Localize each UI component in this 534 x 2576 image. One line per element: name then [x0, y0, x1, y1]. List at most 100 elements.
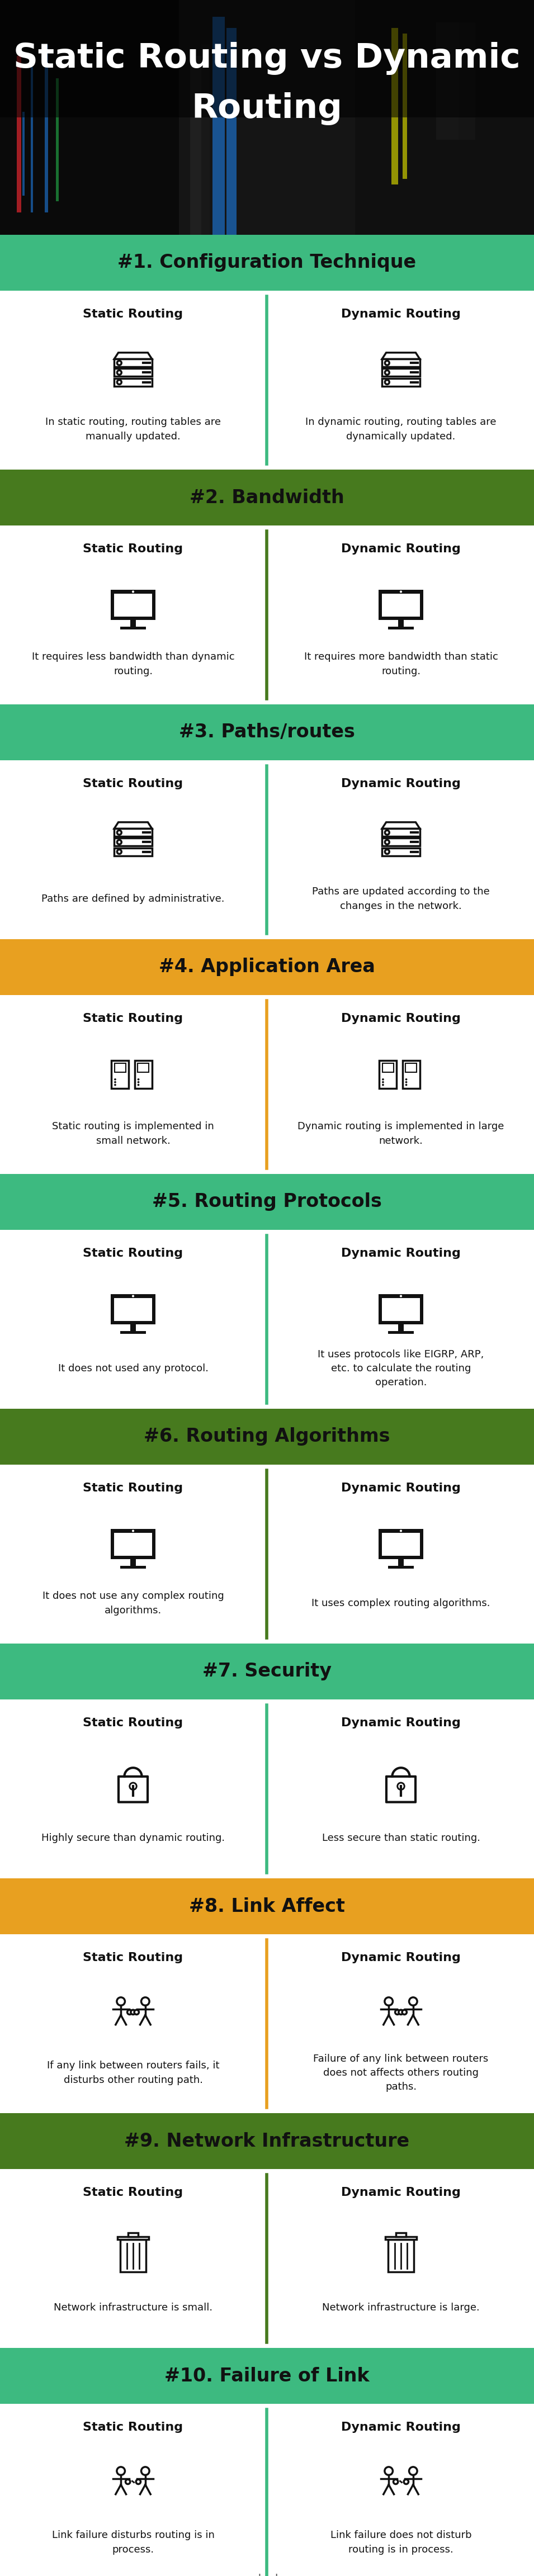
Text: #5. Routing Protocols: #5. Routing Protocols	[152, 1193, 382, 1211]
Circle shape	[117, 361, 121, 366]
Bar	[112, 1061, 129, 1087]
Circle shape	[384, 2468, 393, 2476]
Circle shape	[409, 2468, 417, 2476]
Text: Dynamic Routing: Dynamic Routing	[341, 1247, 461, 1260]
Text: It requires more bandwidth than static
routing.: It requires more bandwidth than static r…	[304, 652, 498, 675]
Text: #9. Network Infrastructure: #9. Network Infrastructure	[124, 2133, 410, 2151]
Bar	[120, 626, 146, 629]
Bar	[379, 1293, 423, 1324]
Circle shape	[141, 2468, 150, 2476]
Text: It does not used any protocol.: It does not used any protocol.	[58, 1363, 208, 1373]
Circle shape	[125, 2481, 130, 2483]
Circle shape	[385, 840, 389, 845]
Text: Static Routing: Static Routing	[83, 1247, 183, 1260]
Polygon shape	[382, 822, 420, 829]
Bar	[17, 57, 21, 211]
Bar	[120, 2239, 146, 2272]
Text: Static Routing vs Dynamic: Static Routing vs Dynamic	[13, 41, 520, 75]
Text: #7. Security: #7. Security	[202, 1662, 331, 1680]
Bar	[0, 1175, 534, 1229]
Circle shape	[385, 850, 389, 853]
Bar	[0, 940, 534, 994]
Text: Dynamic Routing: Dynamic Routing	[341, 778, 461, 788]
Bar	[436, 23, 459, 139]
Bar	[0, 760, 534, 940]
Bar	[130, 621, 136, 626]
Bar	[130, 1558, 136, 1566]
Text: Network infrastructure is large.: Network infrastructure is large.	[322, 2303, 480, 2313]
Bar	[382, 1298, 420, 1321]
Bar	[114, 1064, 125, 1072]
Bar	[0, 0, 534, 234]
Bar	[388, 2239, 414, 2272]
Bar	[388, 626, 414, 629]
Text: Dynamic routing is implemented in large
network.: Dynamic routing is implemented in large …	[297, 1121, 504, 1146]
Text: Dynamic Routing: Dynamic Routing	[341, 2187, 461, 2197]
Polygon shape	[382, 353, 420, 358]
Bar	[0, 1229, 534, 1409]
Bar	[114, 358, 152, 366]
Circle shape	[395, 2009, 400, 2014]
Bar	[382, 358, 420, 366]
Bar	[396, 2233, 406, 2236]
Bar	[0, 0, 534, 118]
Bar	[355, 0, 534, 234]
Bar	[398, 1558, 404, 1566]
Circle shape	[384, 1996, 393, 2007]
Bar	[379, 590, 423, 621]
Bar	[190, 57, 201, 234]
Bar	[114, 848, 152, 855]
Circle shape	[130, 1783, 137, 1790]
Text: Static Routing: Static Routing	[83, 1718, 183, 1728]
Bar	[114, 1298, 152, 1321]
Bar	[382, 368, 420, 376]
Bar	[382, 829, 420, 837]
Text: Static Routing: Static Routing	[83, 778, 183, 788]
Bar	[120, 1332, 146, 1334]
Circle shape	[117, 371, 121, 374]
Text: Static Routing: Static Routing	[83, 544, 183, 554]
Bar	[0, 1700, 534, 1878]
Bar	[111, 1293, 155, 1324]
Bar	[388, 1566, 414, 1569]
Bar	[111, 590, 155, 621]
Text: Static Routing: Static Routing	[83, 2187, 183, 2197]
Text: Static Routing: Static Routing	[83, 1012, 183, 1025]
Text: Dynamic Routing: Dynamic Routing	[341, 544, 461, 554]
Text: Failure of any link between routers
does not affects others routing
paths.: Failure of any link between routers does…	[313, 2053, 489, 2092]
Text: #3. Paths/routes: #3. Paths/routes	[179, 724, 355, 742]
Polygon shape	[114, 822, 152, 829]
Text: It does not use any complex routing
algorithms.: It does not use any complex routing algo…	[42, 1592, 224, 1615]
FancyBboxPatch shape	[387, 1777, 415, 1803]
Bar	[382, 848, 420, 855]
Bar	[379, 1061, 396, 1087]
Bar	[459, 23, 475, 139]
Text: Routing: Routing	[191, 93, 342, 126]
Bar	[179, 0, 355, 234]
Text: In static routing, routing tables are
manually updated.: In static routing, routing tables are ma…	[45, 417, 221, 440]
Bar	[0, 2347, 534, 2403]
Bar	[0, 2169, 534, 2347]
FancyBboxPatch shape	[119, 1777, 147, 1803]
Text: Dynamic Routing: Dynamic Routing	[341, 1484, 461, 1494]
Circle shape	[141, 1996, 150, 2007]
Bar	[114, 595, 152, 616]
Text: Static routing is implemented in
small network.: Static routing is implemented in small n…	[52, 1121, 214, 1146]
Bar	[0, 1878, 534, 1935]
Bar	[138, 1064, 149, 1072]
Text: It uses complex routing algorithms.: It uses complex routing algorithms.	[312, 1597, 490, 1607]
Bar	[135, 1061, 152, 1087]
Text: Link failure disturbs routing is in
process.: Link failure disturbs routing is in proc…	[52, 2530, 215, 2555]
Bar	[398, 621, 404, 626]
Circle shape	[117, 1996, 125, 2007]
Bar	[385, 2236, 417, 2239]
Circle shape	[131, 2009, 136, 2014]
Bar	[114, 837, 152, 845]
Bar	[117, 2236, 149, 2239]
Bar	[391, 28, 398, 185]
Bar	[0, 703, 534, 760]
Circle shape	[398, 2009, 403, 2014]
Bar	[382, 1064, 394, 1072]
Text: Static Routing: Static Routing	[83, 1953, 183, 1963]
Bar	[0, 1409, 534, 1466]
